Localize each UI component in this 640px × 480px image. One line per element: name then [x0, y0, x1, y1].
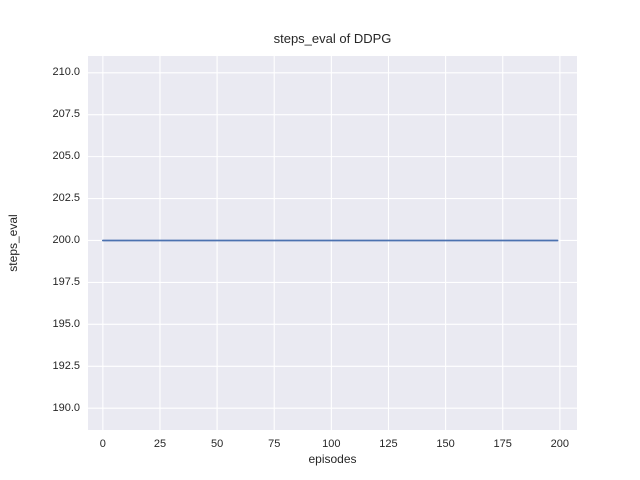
y-axis-label: steps_eval: [6, 214, 20, 272]
chart-title: steps_eval of DDPG: [273, 31, 392, 46]
x-tick-label: 125: [379, 438, 398, 450]
y-tick-label: 197.5: [52, 275, 80, 288]
x-tick-label: 25: [153, 438, 167, 450]
y-tick-label: 195.0: [52, 317, 80, 330]
x-tick-label: 0: [99, 438, 106, 450]
y-tick-label: 207.5: [52, 108, 80, 121]
x-tick-label: 200: [550, 438, 570, 450]
plot-background: [88, 56, 577, 430]
y-tick-label: 192.5: [52, 359, 80, 372]
x-tick-label: 50: [210, 438, 224, 450]
x-tick-label: 175: [493, 438, 512, 450]
x-tick-label: 100: [322, 438, 341, 450]
y-tick-label: 202.5: [52, 192, 80, 205]
y-tick-label: 210.0: [52, 66, 80, 79]
plot-canvas: [88, 56, 577, 430]
plot-area: [88, 56, 577, 430]
x-tick-label: 75: [268, 438, 281, 450]
y-tick-label: 205.0: [52, 150, 80, 163]
y-tick-label: 200.0: [52, 233, 80, 246]
x-axis-label: episodes: [308, 452, 357, 466]
y-tick-label: 190.0: [52, 401, 80, 414]
x-tick-label: 150: [436, 438, 455, 450]
